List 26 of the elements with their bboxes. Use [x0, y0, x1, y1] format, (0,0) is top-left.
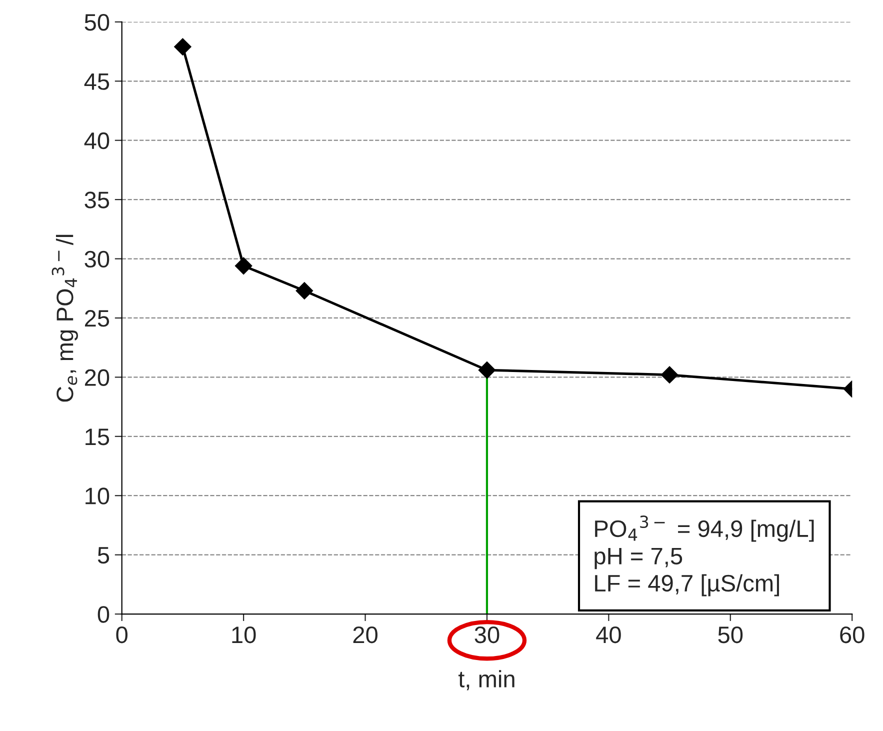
y-tick-label: 15 — [86, 428, 110, 446]
annotation: PO$_{4}$$^{3−}$ = 94,9 [mg/L] pH = 7,5 LF = 49,7 [µS/cm] — [594, 516, 814, 596]
x-tick-label: 20 — [353, 626, 378, 644]
y-tick-label: 35 — [84, 192, 110, 208]
x-tick-label: 30 — [474, 626, 500, 644]
y-tick-label: 30 — [84, 250, 110, 268]
y-tick-label: 5 — [98, 547, 110, 564]
y-tick-label: 10 — [86, 488, 110, 504]
y-tick-label: 0 — [98, 606, 110, 623]
y-tick-label: 25 — [84, 310, 110, 327]
point — [660, 366, 678, 384]
point — [174, 38, 192, 56]
x-tick-label: 10 — [232, 626, 256, 644]
y-tick-label: 50 — [84, 14, 110, 31]
point — [235, 257, 252, 274]
x-tick-label: 40 — [596, 626, 621, 644]
x-tick-label: 60 — [840, 626, 864, 644]
point — [296, 282, 313, 300]
y-tick-label: 20 — [84, 369, 110, 386]
y-tick-label: 45 — [84, 73, 110, 90]
y-axis-title: C$_{e}$, mg PO$_{4}$$^{3−}$/l — [52, 234, 78, 402]
x-tick-label: 50 — [718, 626, 743, 644]
y-tick-label: 40 — [84, 132, 110, 150]
point — [478, 362, 496, 379]
x-axis-title: t, min — [458, 670, 514, 690]
x-tick-label: 0 — [116, 626, 128, 644]
